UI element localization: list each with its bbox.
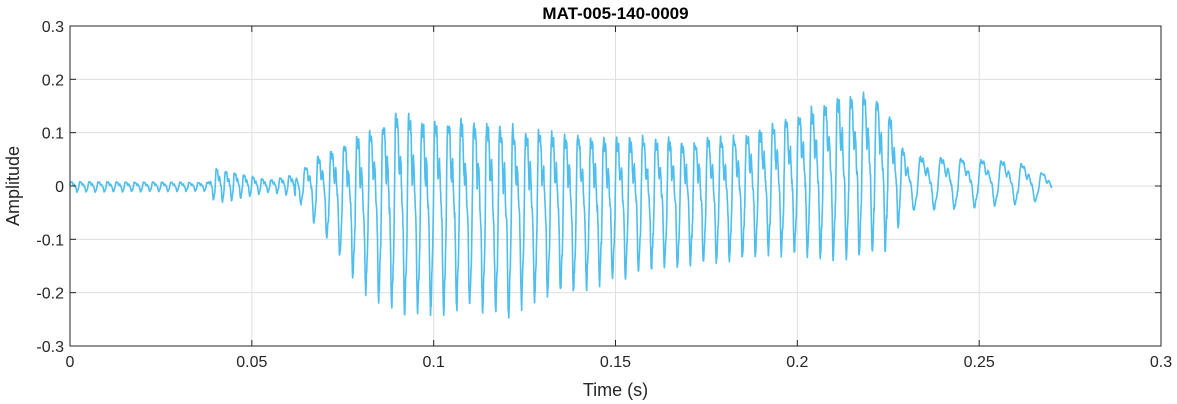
chart-title: MAT-005-140-0009	[542, 4, 688, 23]
y-tick-label: 0.2	[42, 72, 64, 89]
y-tick-label: -0.2	[36, 286, 64, 303]
x-tick-label: 0.3	[1150, 354, 1172, 371]
x-tick-label: 0.25	[964, 354, 995, 371]
series-layer	[69, 91, 1053, 319]
x-axis-label: Time (s)	[583, 380, 648, 400]
y-axis-ticks: -0.3 -0.2 -0.1 0 0.1 0.2 0.3	[36, 19, 1161, 356]
x-tick-label: 0	[66, 354, 75, 371]
y-tick-label: -0.1	[36, 232, 64, 249]
y-axis-label: Amplitude	[3, 146, 23, 226]
x-tick-label: 0.2	[786, 354, 808, 371]
y-tick-label: -0.3	[36, 339, 64, 356]
waveform-series-line	[69, 91, 1053, 319]
y-tick-label: 0.1	[42, 126, 64, 143]
y-tick-label: 0.3	[42, 19, 64, 36]
x-tick-label: 0.15	[600, 354, 631, 371]
y-tick-label: 0	[55, 179, 64, 196]
x-tick-label: 0.05	[236, 354, 267, 371]
x-tick-label: 0.1	[423, 354, 445, 371]
x-axis-ticks: 0 0.05 0.1 0.15 0.2 0.25 0.3	[66, 26, 1172, 371]
